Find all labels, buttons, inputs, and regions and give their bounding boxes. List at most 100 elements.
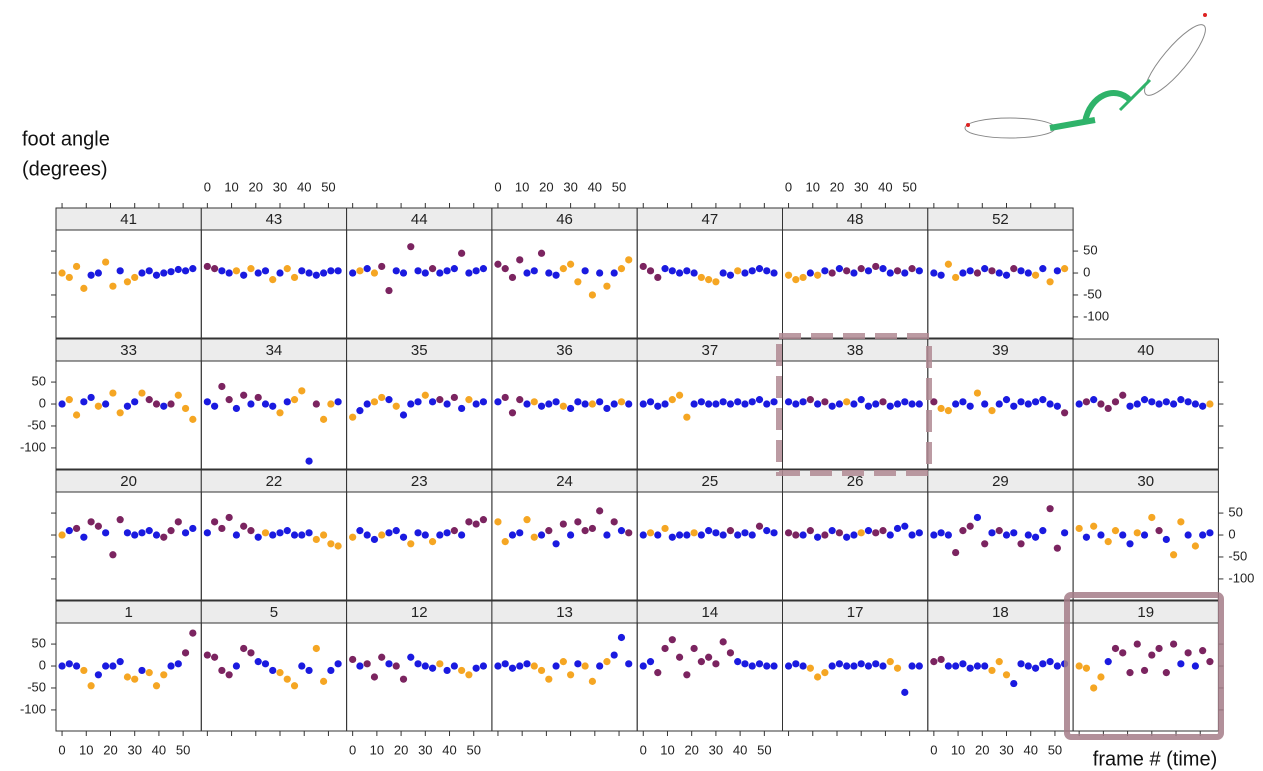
x-tick-label: 50 — [467, 742, 481, 757]
point — [661, 400, 669, 408]
panel-title: 40 — [1137, 342, 1154, 359]
point — [269, 402, 277, 410]
panel-title: 30 — [1137, 473, 1154, 490]
point — [930, 269, 938, 277]
point — [944, 662, 952, 670]
point — [712, 400, 720, 408]
point — [828, 269, 836, 277]
point — [537, 666, 546, 675]
x-tick-label: 40 — [152, 742, 166, 757]
point — [479, 662, 488, 670]
point — [1046, 400, 1054, 408]
point — [58, 269, 66, 277]
point — [494, 518, 502, 526]
point — [1148, 398, 1156, 406]
point — [835, 529, 844, 537]
point — [167, 662, 175, 670]
point — [458, 531, 466, 539]
point — [1053, 662, 1061, 670]
point — [937, 529, 945, 537]
panel — [927, 229, 1074, 339]
point — [356, 527, 364, 535]
point — [392, 662, 400, 670]
point — [719, 638, 727, 646]
point — [123, 673, 132, 681]
point — [1155, 527, 1163, 535]
panel — [782, 360, 929, 470]
x-tick-label: 10 — [370, 742, 384, 757]
point — [254, 269, 262, 277]
point — [479, 398, 488, 406]
point — [414, 529, 422, 537]
x-tick-label: 0 — [640, 742, 647, 757]
point — [864, 402, 873, 410]
point — [479, 516, 488, 524]
point — [305, 666, 313, 675]
point — [218, 267, 226, 275]
point — [327, 540, 335, 548]
x-tick-label: 10 — [79, 742, 93, 757]
panel-title: 52 — [992, 211, 1009, 228]
point — [1133, 640, 1141, 648]
point — [1061, 529, 1069, 537]
point — [399, 411, 408, 419]
point — [530, 533, 538, 541]
point — [472, 664, 480, 672]
point — [610, 518, 618, 526]
point — [1075, 524, 1083, 533]
point — [94, 269, 102, 277]
point — [1177, 518, 1185, 526]
point — [1002, 531, 1011, 539]
point — [893, 664, 902, 672]
y-tick-label: 50 — [1228, 505, 1242, 520]
point — [661, 524, 669, 533]
point — [276, 269, 284, 277]
point — [1206, 400, 1214, 408]
point — [712, 278, 720, 286]
point — [1111, 644, 1120, 653]
point — [211, 518, 219, 526]
point — [937, 655, 945, 664]
point — [879, 398, 887, 406]
point — [1010, 402, 1018, 410]
point — [225, 269, 233, 277]
point — [675, 269, 684, 277]
point — [370, 398, 379, 406]
point — [596, 269, 604, 277]
point — [857, 396, 865, 404]
point — [799, 662, 807, 670]
point — [414, 660, 422, 668]
point — [319, 531, 328, 539]
point — [269, 531, 277, 539]
point — [1191, 400, 1199, 408]
point — [72, 262, 81, 271]
point — [901, 398, 909, 406]
point — [378, 653, 386, 661]
point — [1140, 666, 1149, 675]
point — [879, 265, 887, 273]
point — [857, 660, 865, 668]
point — [465, 671, 473, 679]
point — [407, 540, 415, 548]
point — [254, 658, 262, 666]
point — [1111, 398, 1120, 406]
point — [959, 660, 967, 668]
panel — [782, 229, 929, 339]
point — [450, 527, 458, 535]
point — [690, 400, 698, 408]
point — [981, 540, 989, 548]
panel — [636, 622, 784, 732]
point — [261, 400, 270, 408]
point — [1191, 662, 1199, 670]
point — [959, 398, 967, 406]
point — [893, 400, 902, 408]
point — [87, 271, 95, 279]
point — [966, 664, 974, 672]
point — [959, 527, 967, 535]
point — [806, 269, 814, 277]
point — [770, 269, 778, 277]
point — [392, 267, 400, 275]
point — [1046, 658, 1054, 666]
point — [705, 400, 713, 408]
point — [973, 389, 982, 397]
